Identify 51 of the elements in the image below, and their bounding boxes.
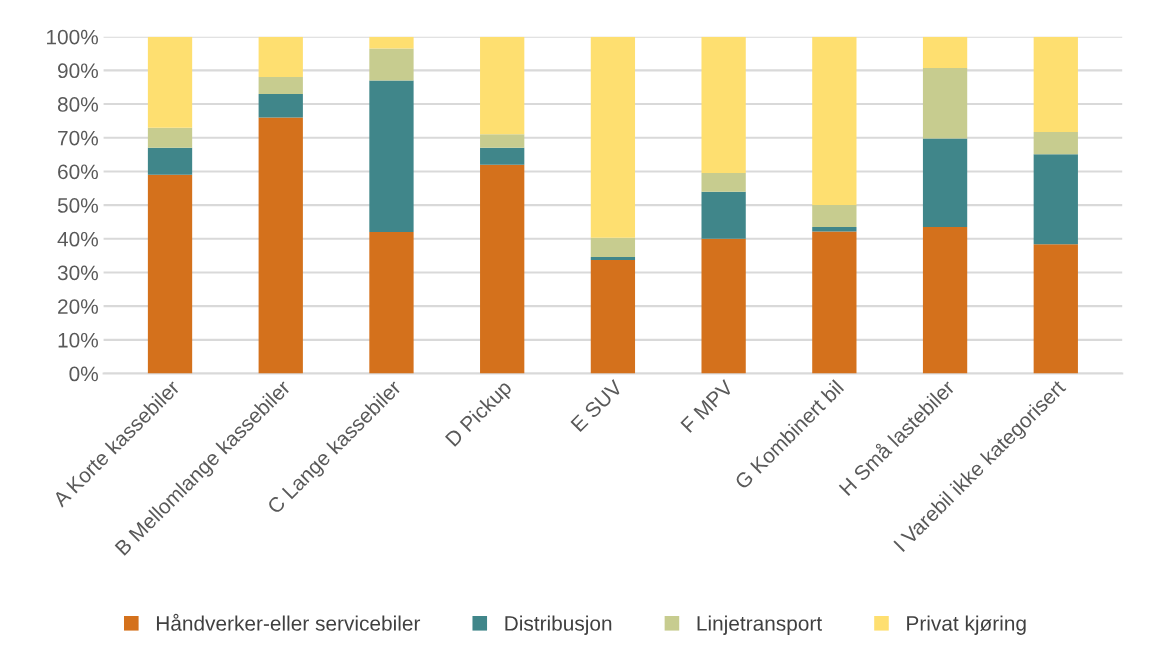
y-tick-label: 60% <box>58 164 98 180</box>
y-tick-label: 40% <box>57 231 98 247</box>
bar <box>258 77 303 94</box>
bar <box>147 174 193 374</box>
bar <box>147 147 193 175</box>
legend-label: Privat kjøring <box>907 615 1026 635</box>
y-tick-label: 100% <box>47 29 98 45</box>
bar <box>1033 154 1078 245</box>
bar <box>480 36 525 135</box>
bar <box>480 164 525 374</box>
bar <box>1033 36 1078 133</box>
y-tick-label: 20% <box>58 299 98 314</box>
bar <box>590 256 636 261</box>
bar <box>922 138 968 227</box>
bar <box>590 237 636 257</box>
bar <box>922 227 968 374</box>
bar <box>812 205 857 227</box>
bar <box>258 36 303 78</box>
bar <box>147 127 193 148</box>
legend-label: Distribusjon <box>505 615 612 635</box>
bar <box>147 36 193 128</box>
bar <box>701 191 746 239</box>
y-tick-label: 70% <box>58 130 98 146</box>
legend-label: Linjetransport <box>697 615 822 635</box>
bar <box>922 68 968 139</box>
bar <box>590 36 636 238</box>
bar <box>480 147 525 165</box>
bar <box>480 134 525 148</box>
y-tick-label: 30% <box>57 265 98 281</box>
y-tick-label: 80% <box>57 97 98 112</box>
bar <box>258 93 303 118</box>
bar <box>369 48 414 81</box>
bar <box>1033 132 1078 155</box>
bar <box>590 260 636 374</box>
bar <box>812 227 857 232</box>
bar <box>922 36 968 69</box>
bar <box>369 80 414 233</box>
bar <box>701 173 746 192</box>
bar <box>812 36 857 206</box>
bar <box>1033 244 1078 374</box>
y-tick-label: 0% <box>69 366 98 382</box>
bar <box>258 117 303 374</box>
bar <box>701 36 746 174</box>
y-tick-label: 10% <box>58 332 98 348</box>
bar <box>812 231 857 374</box>
bar <box>369 232 414 374</box>
bar <box>369 36 414 49</box>
y-tick-label: 90% <box>58 63 98 79</box>
legend-label: Håndverker-eller servicebiler <box>156 613 421 631</box>
y-tick-label: 50% <box>57 198 98 213</box>
bar <box>701 238 746 374</box>
